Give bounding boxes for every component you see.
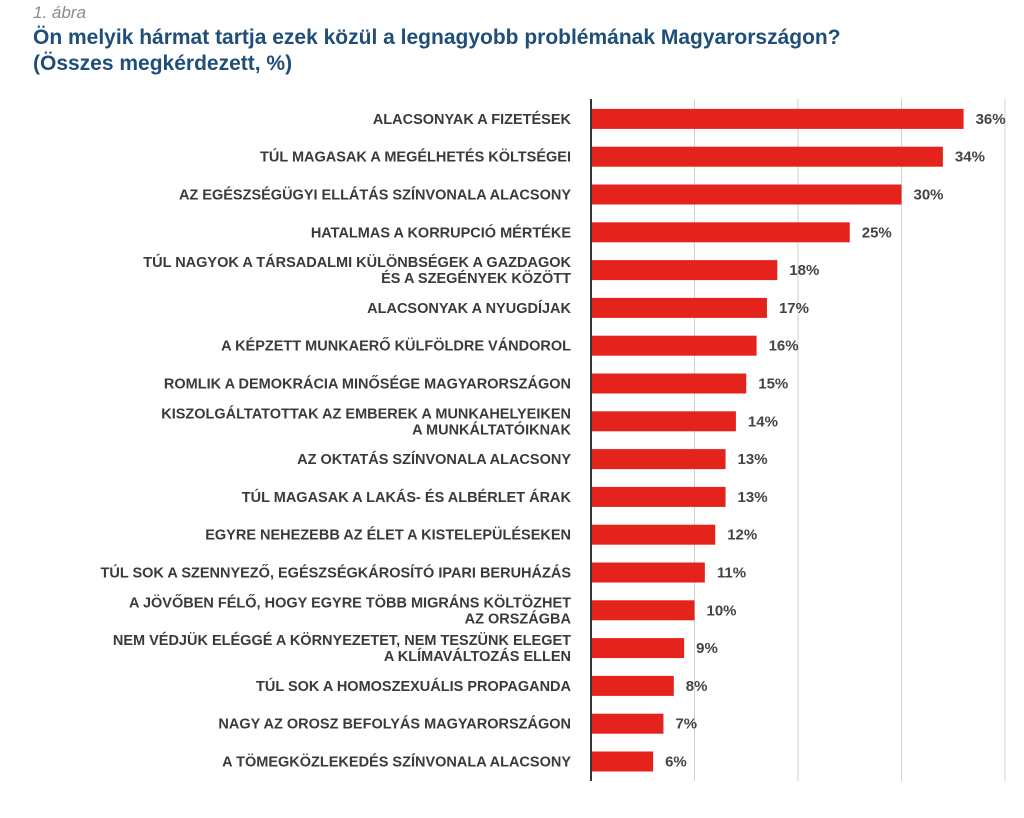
value-label: 8%: [686, 678, 708, 695]
chart-title-line1: Ön melyik hármat tartja ezek közül a leg…: [33, 26, 841, 49]
bar: [591, 184, 902, 205]
category-label: A TÖMEGKÖZLEKEDÉS SZÍNVONALA ALACSONY: [222, 754, 571, 771]
category-label: AZ OKTATÁS SZÍNVONALA ALACSONY: [297, 451, 571, 468]
bar: [591, 335, 757, 356]
category-label: HATALMAS A KORRUPCIÓ MÉRTÉKE: [311, 223, 572, 241]
category-label: TÚL MAGASAK A MEGÉLHETÉS KÖLTSÉGEI: [260, 148, 571, 166]
category-label: A KLÍMAVÁLTOZÁS ELLEN: [384, 648, 571, 665]
bar: [591, 146, 943, 167]
bar: [591, 449, 726, 470]
bar: [591, 373, 747, 394]
category-label: ALACSONYAK A FIZETÉSEK: [373, 111, 572, 128]
bar: [591, 260, 778, 281]
chart-title: Ön melyik hármat tartja ezek közül a leg…: [33, 25, 841, 77]
category-label: A KÉPZETT MUNKAERŐ KÜLFÖLDRE VÁNDOROL: [221, 337, 571, 355]
bar: [591, 524, 716, 545]
category-label: TÚL SOK A SZENNYEZŐ, EGÉSZSÉGKÁROSÍTÓ IP…: [101, 564, 572, 582]
value-label: 30%: [914, 187, 944, 204]
value-label: 25%: [862, 224, 892, 241]
value-label: 17%: [779, 300, 809, 317]
bar: [591, 562, 705, 583]
value-label: 10%: [707, 602, 737, 619]
bar: [591, 675, 674, 696]
chart-title-line2: (Összes megkérdezett, %): [33, 52, 293, 75]
category-label: NAGY AZ OROSZ BEFOLYÁS MAGYARORSZÁGON: [218, 716, 571, 733]
bar: [591, 638, 685, 659]
value-label: 14%: [748, 413, 778, 430]
value-label: 12%: [727, 527, 757, 544]
bar: [591, 751, 654, 772]
category-label: NEM VÉDJÜK ELÉGGÉ A KÖRNYEZETET, NEM TES…: [113, 632, 571, 649]
category-label: AZ ORSZÁGBA: [465, 610, 572, 627]
category-label: EGYRE NEHEZEBB AZ ÉLET A KISTELEPÜLÉSEKE…: [205, 527, 571, 544]
value-label: 13%: [738, 451, 768, 468]
category-label: ROMLIK A DEMOKRÁCIA MINŐSÉGE MAGYARORSZÁ…: [164, 375, 571, 393]
category-label: KISZOLGÁLTATOTTAK AZ EMBEREK A MUNKAHELY…: [161, 405, 571, 422]
bar: [591, 222, 850, 243]
value-label: 34%: [955, 149, 985, 166]
value-label: 11%: [717, 565, 746, 582]
category-label: TÚL NAGYOK A TÁRSADALMI KÜLÖNBSÉGEK A GA…: [143, 253, 571, 271]
bar: [591, 600, 695, 621]
value-label: 18%: [789, 262, 819, 279]
category-label: TÚL SOK A HOMOSZEXUÁLIS PROPAGANDA: [256, 677, 572, 695]
value-label: 15%: [758, 376, 788, 393]
value-label: 9%: [696, 640, 718, 657]
category-label: AZ EGÉSZSÉGÜGYI ELLÁTÁS SZÍNVONALA ALACS…: [179, 187, 571, 204]
figure-label: 1. ábra: [33, 3, 86, 22]
bar: [591, 108, 964, 129]
value-label: 6%: [665, 754, 687, 771]
category-label: ALACSONYAK A NYUGDÍJAK: [367, 300, 571, 317]
value-label: 16%: [769, 338, 799, 355]
category-label: ÉS A SZEGÉNYEK KÖZÖTT: [381, 270, 571, 287]
value-label: 7%: [675, 716, 697, 733]
bar: [591, 713, 664, 734]
value-label: 13%: [738, 489, 768, 506]
category-label: TÚL MAGASAK A LAKÁS- ÉS ALBÉRLET ÁRAK: [242, 488, 572, 506]
bar: [591, 297, 767, 318]
category-label: A JÖVŐBEN FÉLŐ, HOGY EGYRE TÖBB MIGRÁNS …: [129, 593, 571, 611]
value-label: 36%: [976, 111, 1006, 128]
category-label: A MUNKÁLTATÓIKNAK: [412, 420, 571, 438]
bar: [591, 486, 726, 507]
bar: [591, 411, 736, 432]
